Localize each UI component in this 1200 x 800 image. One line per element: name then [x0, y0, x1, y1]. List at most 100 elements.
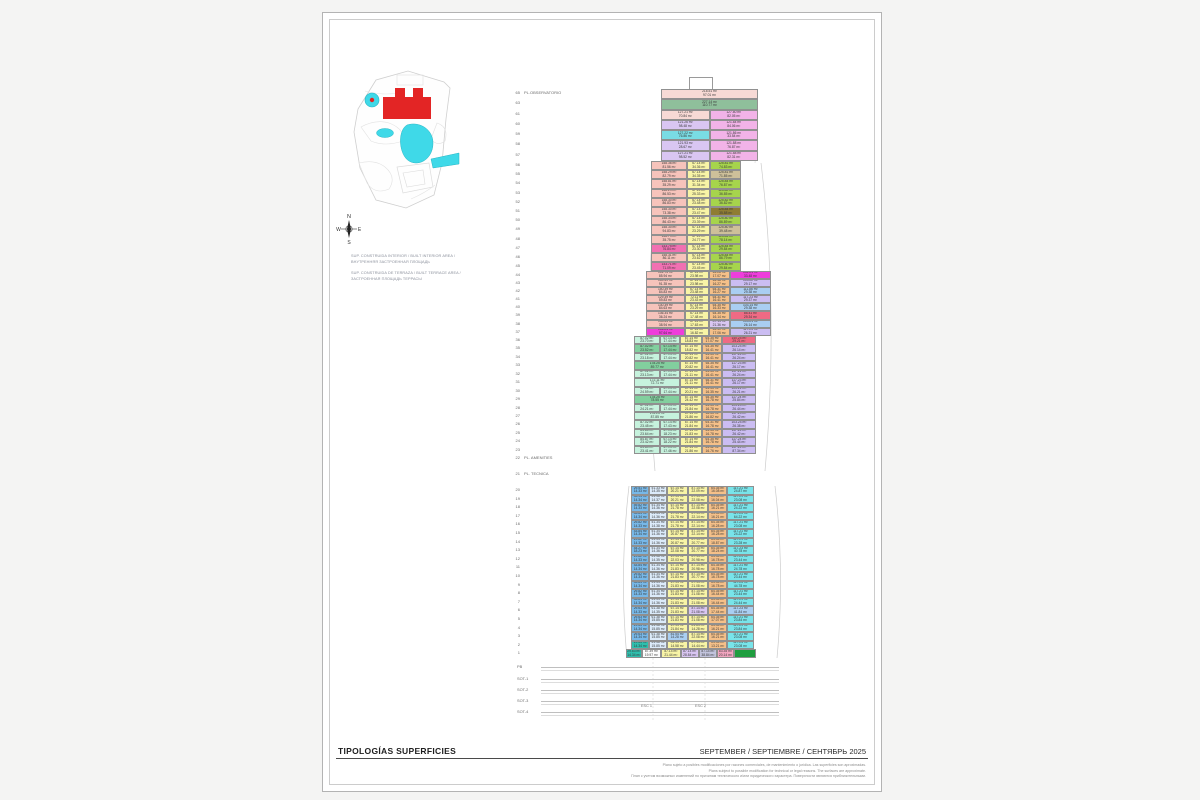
interior-area-value: 29.82 m²	[633, 537, 647, 542]
terrace-area-value: 17.07 m²	[711, 618, 725, 623]
area-cell: 129.39 m² 59.83 m²	[646, 295, 685, 304]
interior-area-value: 87.14 m²	[691, 486, 705, 490]
terrace-area-value: 23.18 m²	[640, 356, 654, 361]
terrace-area-value: 23.30 m²	[692, 247, 706, 252]
terrace-area-value: 16.78 m²	[705, 398, 719, 403]
terrace-area-value: 16.21 m²	[711, 626, 725, 631]
terrace-area-value: 20.14 m²	[718, 652, 732, 657]
terrace-area-value: 23.43 m²	[690, 298, 704, 303]
terrace-area-value: 71.09 m²	[662, 265, 676, 270]
legend: SUP. CONSTRUIDA INTERIOR / BUILT INTERIO…	[351, 253, 461, 287]
interior-area-value: 51.34 m²	[651, 546, 665, 550]
terrace-area-value: 14.36 m²	[651, 592, 665, 597]
interior-area-value: 67.14 m²	[684, 411, 698, 416]
terrace-area-value: 14.44 m²	[691, 643, 705, 648]
area-cell: 51.34 m² 14.36 m²	[649, 589, 667, 598]
area-cell: 64.35 m² 18.87 m²	[708, 537, 727, 547]
floor-number: 29	[515, 396, 520, 402]
area-cell: 64.35 m² 16.14 m²	[708, 311, 730, 320]
interior-area-value: 150.39 m²	[657, 279, 673, 283]
area-cell: 64.35 m² 16.78 m²	[702, 428, 722, 438]
area-cell: 67.14 m² 17.43 m²	[659, 420, 681, 429]
terrace-area-value: 20.21 m²	[684, 389, 698, 394]
terrace-area-value: 14.33 m²	[633, 592, 647, 597]
interior-area-value: 87.14 m²	[691, 546, 705, 550]
area-cell: 51.34 m² 14.36 m²	[649, 563, 667, 572]
area-cell: 87.14 m² 21.08 m²	[687, 589, 709, 598]
interior-area-value: 67.14 m²	[663, 386, 677, 391]
interior-area-value: 64.35 m²	[711, 597, 725, 602]
area-cell: 158.34 m² 86.43 m²	[651, 216, 687, 226]
floor-number: 57	[515, 151, 520, 157]
floor-label: PL. TECNICA	[524, 471, 549, 476]
terrace-area-value: 19.97 m²	[644, 652, 658, 657]
interior-area-value: 43.84 m²	[633, 597, 647, 602]
area-cell: 67.14 m² 21.78 m²	[666, 503, 688, 512]
terrace-area-value: 21.78 m²	[670, 523, 684, 528]
terrace-area-value: 16.44 m²	[711, 601, 725, 606]
terrace-area-value: 22.08 m²	[691, 635, 705, 640]
legend-line-1: SUP. CONSTRUIDA INTERIOR / BUILT INTERIO…	[351, 254, 456, 258]
terrace-area-value: 14.34 m²	[633, 601, 647, 606]
interior-area-value: 43.84 m²	[633, 563, 647, 567]
interior-area-value: 125.81 m²	[718, 170, 734, 175]
floor-row: 24 84.87 m² 23.42 m² 67.14 m² 18.22 m² 67.14 …	[516, 437, 756, 446]
tower-section-ground: 1 29.63 m² 14.34 m² 87.39 m² 19.97 m² 87.14 m…	[518, 649, 756, 658]
interior-area-value: 67.14 m²	[684, 378, 698, 382]
terrace-area-value: 21.08 m²	[691, 609, 705, 614]
interior-area-value: 158.30 m²	[661, 225, 677, 230]
area-cell: 29.51 m² 14.33 m²	[631, 486, 650, 495]
terrace-area-value: 15.85 m²	[651, 618, 665, 623]
interior-area-value: 158.36 m²	[661, 161, 677, 165]
interior-area-value: 103.24 m²	[731, 420, 747, 424]
terrace-area-value: 25.84 m²	[732, 398, 746, 403]
terrace-area-value: 20.77 m²	[691, 540, 705, 545]
area-cell: 125.84 m² 29.84 m²	[710, 243, 741, 253]
interior-area-value: 103.21 m²	[742, 319, 758, 323]
floor-number: 48	[515, 235, 520, 241]
terrace-area-value: 23.84 m²	[733, 626, 747, 631]
area-cell: 117.21 m² 23.44 m²	[726, 554, 754, 564]
floor-row: 19 43.94 m² 14.34 m² 51.38 m² 14.37 m² 67.14 …	[516, 494, 754, 504]
terrace-area-value: 33.48 m²	[743, 274, 757, 279]
terrace-area-value: 21.08 m²	[691, 601, 705, 606]
area-cell: 121.84 m² 84.06 m²	[709, 119, 758, 131]
area-cell: 67.14 m² 18.23 m²	[659, 428, 681, 438]
terrace-area-value: 86.11 m²	[662, 256, 676, 261]
area-cell: 29.63 m² 14.34 m²	[626, 649, 642, 658]
interior-area-value: 133.53 m²	[657, 319, 673, 323]
terrace-area-value: 14.34 m²	[633, 532, 647, 537]
area-cell: 67.14 m² 24.77 m²	[687, 234, 711, 244]
terrace-area-value: 16.27 m²	[712, 282, 726, 287]
interior-area-value: 67.14 m²	[690, 319, 704, 323]
floor-row: 44 151.73 m² 85.94 m² 67.14 m² 23.98 m² 64.28…	[516, 271, 771, 280]
terrace-area-value: 85.94 m²	[658, 274, 672, 279]
terrace-area-value: 16.41 m²	[705, 356, 719, 361]
interior-area-value: 117.21 m²	[733, 494, 748, 499]
area-cell: 133.53 m² 38.94 m²	[646, 319, 685, 328]
floor-row: 9 43.84 m² 14.34 m² 51.34 m² 14.36 m² 67.14 m…	[518, 580, 754, 590]
area-cell: 84.87 m² 23.42 m²	[634, 437, 660, 446]
area-cell: 117.23 m² 26.21 m²	[729, 327, 771, 336]
area-cell: 117.21 m² 23.44 m²	[726, 589, 754, 598]
terrace-area-value: 23.44 m²	[733, 558, 747, 563]
interior-area-value: 117.23 m²	[733, 546, 748, 550]
interior-area-value: 64.35 m²	[705, 437, 719, 441]
interior-area-value: 51.34 m²	[651, 589, 665, 593]
floor-number: 27	[515, 412, 520, 418]
area-cell: 67.14 m² 21.78 m²	[666, 511, 688, 521]
terrace-area-value: 29.17 m²	[743, 282, 757, 287]
terrace-area-value: 21.83 m²	[670, 609, 684, 614]
terrace-area-value: 14.36 m²	[651, 549, 665, 554]
terrace-area-value: 14.35 m²	[651, 609, 665, 614]
area-cell: 64.35 m² 16.08 m²	[708, 486, 727, 495]
floor-number: 35	[515, 345, 520, 351]
interior-area-value: 64.35 m²	[705, 336, 719, 340]
interior-area-value: 64.30 m²	[712, 327, 726, 332]
interior-area-value: 142.21 m²	[742, 271, 758, 275]
area-cell: 67.14 m² 21.83 m²	[666, 606, 688, 615]
interior-area-value: 64.35 m²	[712, 303, 726, 307]
terrace-area-value: 23.08 m²	[733, 643, 747, 648]
interior-area-value: 130.39 m²	[657, 303, 673, 307]
